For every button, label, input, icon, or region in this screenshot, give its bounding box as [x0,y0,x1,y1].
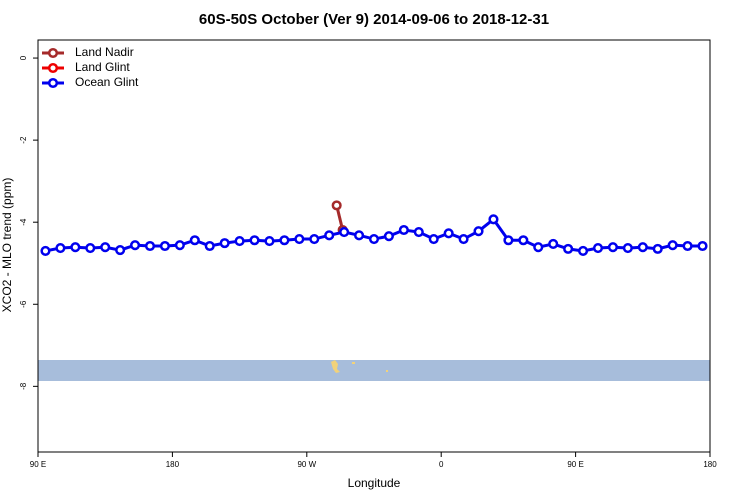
chart-title: 60S-50S October (Ver 9) 2014-09-06 to 20… [199,11,549,28]
data-point [607,242,618,253]
legend-label: Land Nadir [75,45,134,59]
data-point [219,238,230,249]
data-point [204,240,215,252]
data-point [294,233,305,245]
data-point [578,245,589,256]
data-point [682,240,693,252]
x-tick-label: 90 W [297,460,316,469]
y-tick-label: -2 [19,136,28,144]
data-point [592,243,604,254]
x-tick-label: 0 [439,460,444,469]
data-point [324,230,335,241]
x-tick-label: 90 E [30,460,46,469]
land-patch [352,362,355,364]
data-point [637,242,648,253]
x-tick-label: 180 [703,460,717,469]
data-point [398,224,409,236]
data-point [70,242,81,253]
data-point [189,235,200,246]
plot-frame [37,39,711,453]
data-point [563,243,574,254]
data-point [339,226,350,238]
data-point [249,235,260,246]
legend-label: Ocean Glint [75,75,139,89]
legend-marker [47,62,59,74]
data-point [383,231,394,242]
x-axis-label: Longitude [348,476,401,490]
data-point [503,235,514,246]
data-point [697,240,708,252]
data-point [652,243,663,254]
data-point [354,230,365,241]
data-point [488,214,499,225]
data-point [55,243,66,254]
data-point [331,200,342,211]
data-point [458,233,469,245]
data-point [279,235,290,246]
y-axis-label: XCO2 - MLO trend (ppm) [0,178,14,313]
legend-label: Land Glint [75,60,130,74]
land-patch [331,360,340,373]
data-point [115,245,126,256]
data-point [518,235,529,246]
data-point [100,242,111,253]
data-point [368,233,380,245]
data-point [413,226,424,238]
y-tick-label: 0 [19,55,28,60]
legend-marker [47,77,59,89]
data-point [533,242,544,253]
map-strip [38,360,710,381]
data-point [40,245,51,256]
data-point [130,240,141,251]
x-tick-label: 180 [166,460,180,469]
data-point [234,236,245,247]
data-point [443,228,454,239]
land-patch [386,370,388,372]
data-point [159,240,170,252]
data-point [548,238,559,249]
x-tick-label: 90 E [567,460,583,469]
data-point [174,240,185,251]
data-point [667,240,678,251]
y-tick-label: -6 [19,300,28,308]
legend-marker [47,47,59,59]
data-point [473,226,484,237]
data-point [309,233,320,245]
data-point [264,236,275,247]
data-point [428,233,439,245]
y-tick-label: -8 [19,382,28,390]
data-point [622,243,633,254]
y-tick-label: -4 [19,218,28,226]
data-point [85,243,96,254]
data-point [144,240,156,252]
